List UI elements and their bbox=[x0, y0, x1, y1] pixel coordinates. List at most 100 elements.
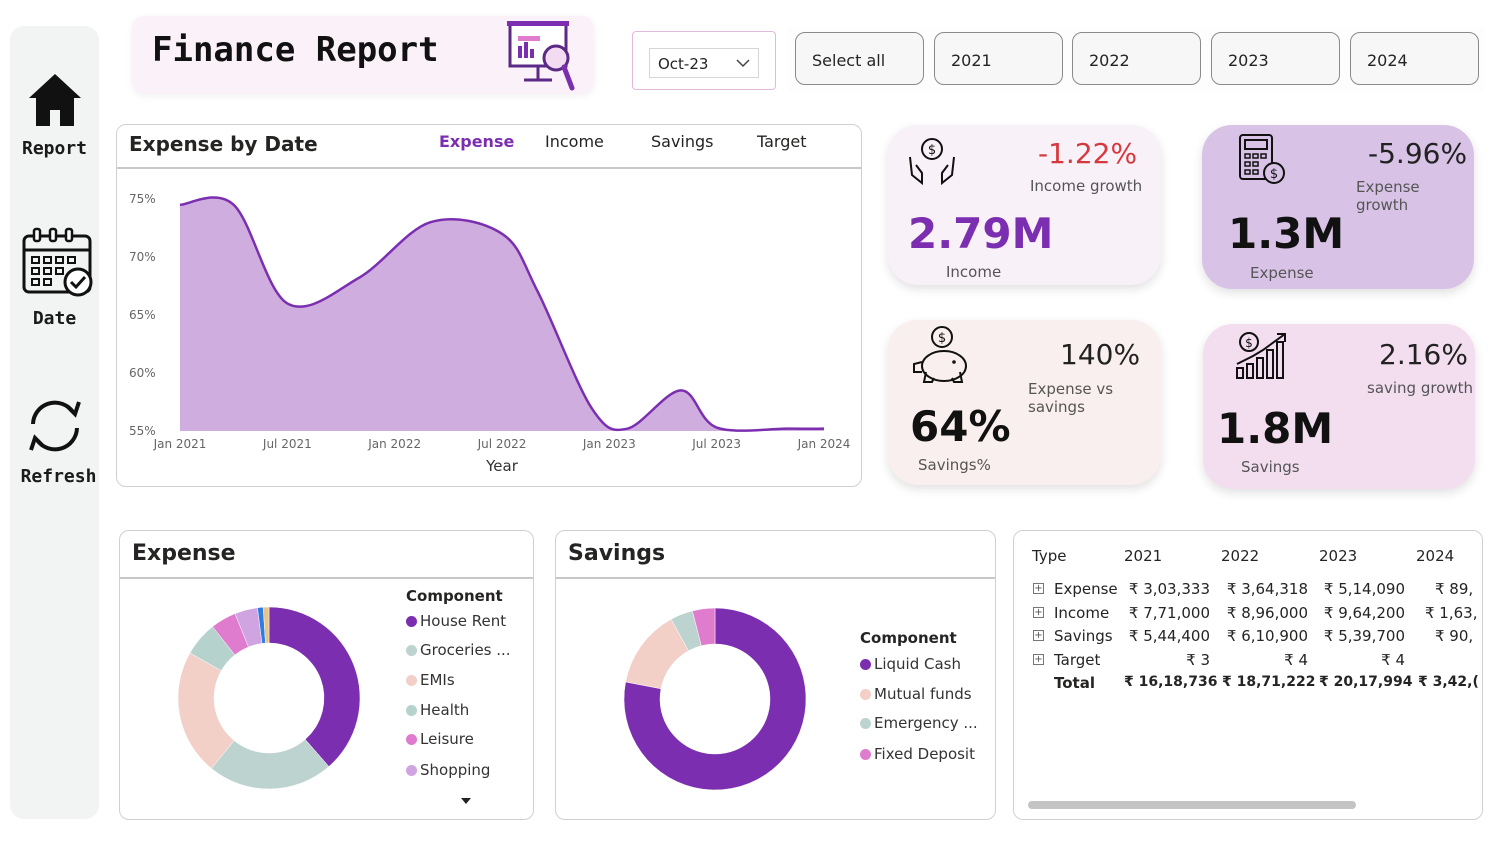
kpi-expense-growth-label: Expense growth bbox=[1356, 178, 1420, 214]
kpi-savings-vs-expense-label: Expense vs savings bbox=[1028, 380, 1114, 416]
date-dropdown[interactable]: Oct-23 bbox=[649, 48, 759, 78]
legend-groceries[interactable]: Groceries ... bbox=[406, 641, 511, 659]
legend-dot bbox=[406, 734, 417, 745]
table-cell: ₹ 89, bbox=[1435, 580, 1474, 598]
legend-liquid-cash[interactable]: Liquid Cash bbox=[860, 655, 961, 673]
legend-label: Emergency ... bbox=[874, 714, 978, 732]
legend-label: Shopping bbox=[420, 761, 491, 779]
kpi-savings-label: Savings bbox=[1241, 458, 1300, 476]
legend-label: EMIs bbox=[420, 671, 455, 689]
table-header-2023: 2023 bbox=[1319, 547, 1358, 565]
expand-target-icon[interactable]: + bbox=[1033, 654, 1044, 665]
area-chart: 75% 70% 65% 60% 55%Jan 2021 Jul 2021 Jan 2022 J… bbox=[129, 192, 851, 475]
y-tick-label: 60% bbox=[129, 366, 156, 380]
money-hands-icon: $ bbox=[909, 138, 955, 186]
donut-slice[interactable] bbox=[262, 606, 270, 644]
legend-label: Groceries ... bbox=[420, 641, 511, 659]
legend-shopping[interactable]: Shopping bbox=[406, 761, 490, 779]
kpi-saving-growth: 2.16% bbox=[1379, 338, 1468, 371]
table-cell: ₹ 6,10,900 bbox=[1226, 627, 1308, 645]
chevron-down-icon bbox=[736, 59, 750, 68]
year-btn-label: 2023 bbox=[1228, 51, 1269, 70]
svg-text:$: $ bbox=[1245, 336, 1253, 350]
table-cell: ₹ 3 bbox=[1186, 651, 1210, 669]
svg-text:$: $ bbox=[938, 331, 946, 346]
y-tick-label: 55% bbox=[129, 424, 156, 438]
legend-label: Mutual funds bbox=[874, 685, 972, 703]
area-line bbox=[179, 196, 825, 432]
legend-dot bbox=[860, 689, 871, 700]
legend-leisure[interactable]: Leisure bbox=[406, 730, 474, 748]
kpi-expense-label: Expense bbox=[1250, 264, 1314, 282]
calendar-icon bbox=[22, 227, 92, 297]
tab-target[interactable]: Target bbox=[757, 132, 807, 151]
x-tick-label: Jul 2023 bbox=[691, 437, 741, 451]
x-tick-label: Jan 2023 bbox=[582, 437, 636, 451]
table-cell: ₹ 8,96,000 bbox=[1226, 604, 1308, 622]
line-chart-title: Expense by Date bbox=[129, 132, 318, 156]
tab-savings[interactable]: Savings bbox=[651, 132, 714, 151]
title-card: Finance Report bbox=[132, 16, 594, 94]
year-btn-2021[interactable]: 2021 bbox=[934, 32, 1063, 85]
kpi-savings-pct-card: $ 140% Expense vs savings 64% Savings% bbox=[888, 320, 1161, 485]
table-horizontal-scrollbar[interactable] bbox=[1028, 801, 1356, 809]
kpi-savings-vs-expense: 140% bbox=[1060, 338, 1141, 371]
sidebar-nav: Report Date Refresh bbox=[10, 26, 99, 819]
savings-donut-divider bbox=[556, 577, 995, 579]
year-btn-2022[interactable]: 2022 bbox=[1072, 32, 1201, 85]
kpi-savings-pct-label: Savings% bbox=[918, 456, 991, 474]
x-tick-label: Jan 2024 bbox=[797, 437, 851, 451]
legend-health[interactable]: Health bbox=[406, 701, 469, 719]
donut-slice[interactable] bbox=[268, 606, 361, 767]
legend-dot bbox=[860, 749, 871, 760]
nav-date-label: Date bbox=[32, 308, 77, 329]
table-cell: ₹ 90, bbox=[1435, 627, 1474, 645]
table-cell: ₹ 7,71,000 bbox=[1128, 604, 1210, 622]
year-btn-select-all[interactable]: Select all bbox=[795, 32, 924, 85]
donut-slice[interactable] bbox=[177, 652, 235, 769]
legend-dot bbox=[860, 718, 871, 729]
table-cell: ₹ 1,63, bbox=[1425, 604, 1478, 622]
expand-savings-icon[interactable]: + bbox=[1033, 630, 1044, 641]
legend-fixed-deposit[interactable]: Fixed Deposit bbox=[860, 745, 975, 763]
legend-house-rent[interactable]: House Rent bbox=[406, 612, 506, 630]
y-tick-label: 65% bbox=[129, 308, 156, 322]
presentation-magnifier-icon bbox=[507, 21, 575, 91]
expand-income-icon[interactable]: + bbox=[1033, 607, 1044, 618]
year-btn-label: 2024 bbox=[1367, 51, 1408, 70]
table-header-2021: 2021 bbox=[1124, 547, 1163, 565]
nav-report[interactable]: Report bbox=[10, 70, 99, 159]
donut-slice[interactable] bbox=[623, 607, 807, 791]
x-tick-label: Jul 2021 bbox=[262, 437, 312, 451]
nav-refresh[interactable]: Refresh bbox=[10, 394, 99, 487]
kpi-income-growth-label: Income growth bbox=[1030, 177, 1143, 195]
donut-slice[interactable] bbox=[692, 607, 716, 647]
date-dropdown-value: Oct-23 bbox=[658, 55, 709, 73]
table-cell: ₹ 5,44,400 bbox=[1128, 627, 1210, 645]
tab-expense[interactable]: Expense bbox=[439, 132, 515, 151]
savings-donut-chart bbox=[623, 607, 807, 791]
expense-legend-title: Component bbox=[406, 587, 503, 605]
legend-label: Health bbox=[420, 701, 470, 719]
year-btn-2023[interactable]: 2023 bbox=[1211, 32, 1340, 85]
tab-income[interactable]: Income bbox=[545, 132, 604, 151]
table-cell: ₹ 4 bbox=[1381, 651, 1405, 669]
year-btn-2024[interactable]: 2024 bbox=[1350, 32, 1479, 85]
expense-donut-divider bbox=[120, 577, 533, 579]
legend-emergency[interactable]: Emergency ... bbox=[860, 714, 978, 732]
legend-mutual-funds[interactable]: Mutual funds bbox=[860, 685, 972, 703]
legend-scroll-down-icon[interactable] bbox=[460, 797, 472, 805]
table-header-2022: 2022 bbox=[1221, 547, 1260, 565]
kpi-income-card: $ -1.22% Income growth 2.79M Income bbox=[888, 125, 1161, 285]
year-btn-label: Select all bbox=[812, 51, 886, 70]
calculator-dollar-icon: $ bbox=[1239, 134, 1285, 184]
expense-donut-chart bbox=[177, 606, 361, 790]
table-header-2024: 2024 bbox=[1416, 547, 1455, 565]
expand-expense-icon[interactable]: + bbox=[1033, 583, 1044, 594]
x-axis-title: Year bbox=[485, 457, 519, 475]
piggy-bank-icon: $ bbox=[913, 326, 967, 383]
year-btn-label: 2022 bbox=[1089, 51, 1130, 70]
legend-emis[interactable]: EMIs bbox=[406, 671, 455, 689]
legend-dot bbox=[860, 659, 871, 670]
nav-date[interactable]: Date bbox=[10, 226, 99, 329]
